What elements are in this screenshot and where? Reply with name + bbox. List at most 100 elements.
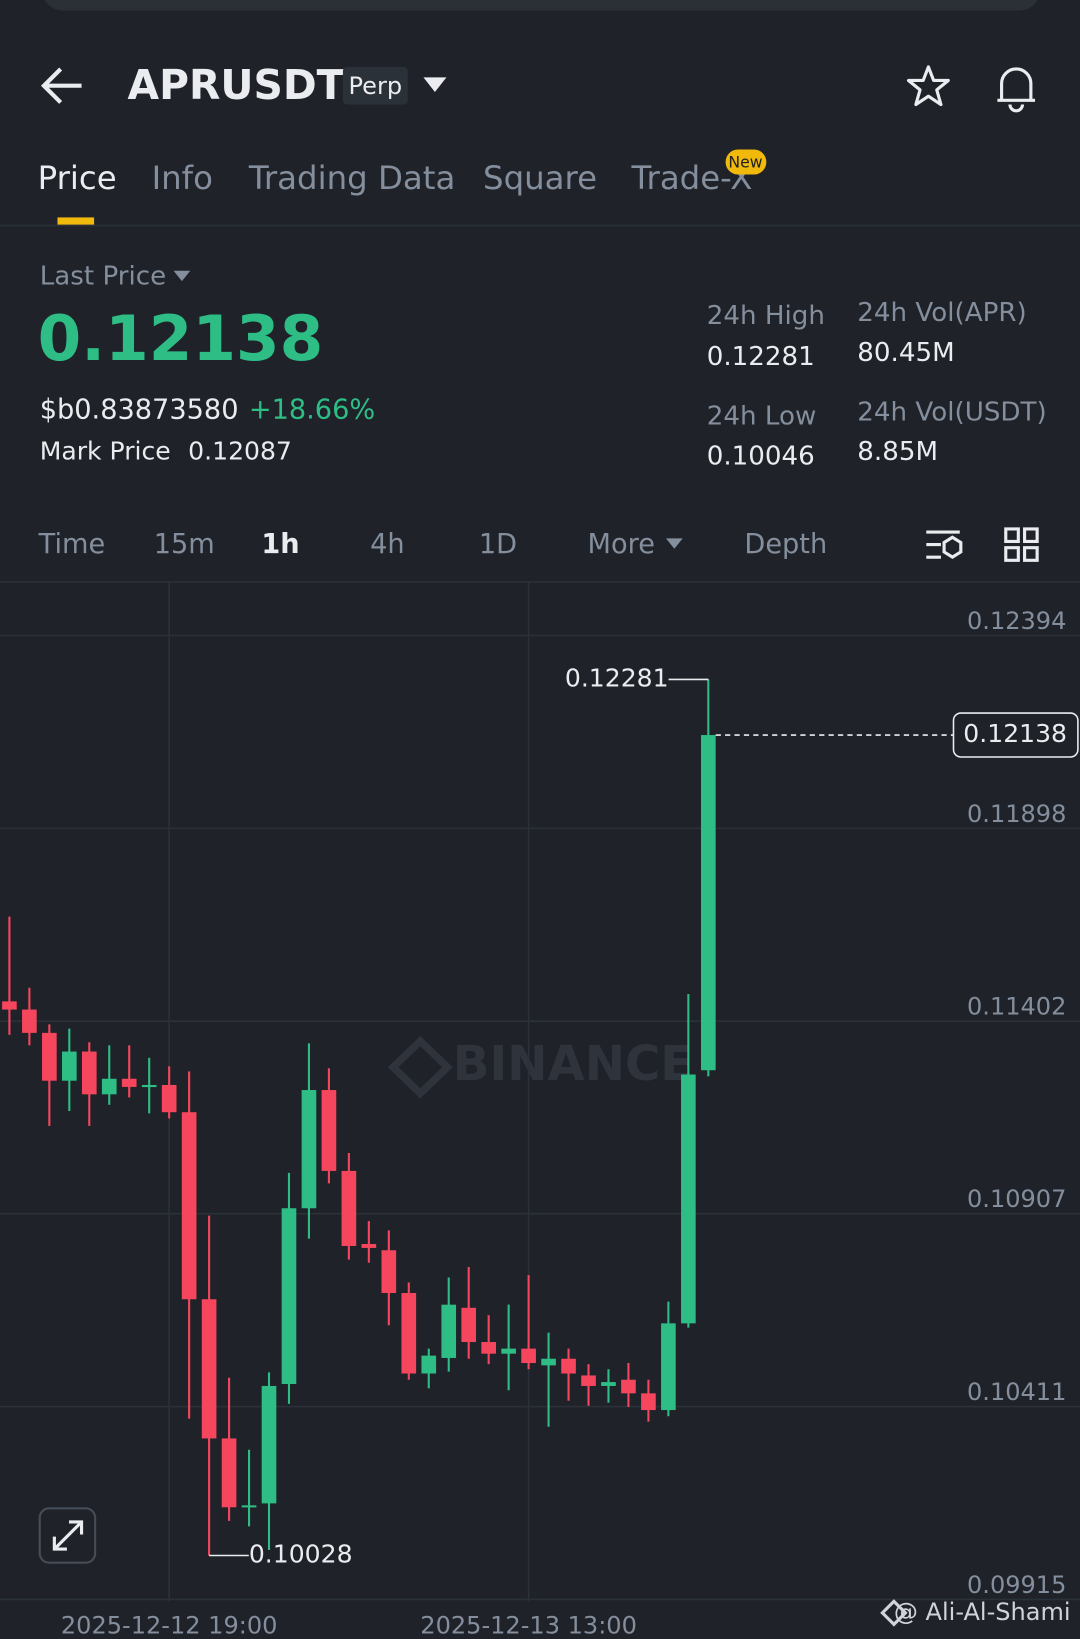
interval[interactable]: Depth (744, 529, 827, 560)
tab[interactable]: Trading Data (248, 159, 456, 197)
interval[interactable]: 4h (370, 529, 405, 560)
stat-label: 24h Vol(USDT) (857, 397, 1046, 427)
stat-value: 0.12281 (707, 342, 815, 372)
y-tick-label: 0.11402 (967, 993, 1066, 1021)
candle-body (461, 1307, 477, 1343)
candle-body (221, 1438, 237, 1508)
high-label: 0.12281 (565, 663, 669, 692)
last-price-tag (952, 712, 1079, 758)
alert-button[interactable] (997, 67, 1036, 113)
candle-body (261, 1385, 277, 1504)
favorite-button[interactable] (906, 65, 950, 107)
fullscreen-button[interactable] (38, 1507, 97, 1564)
candle-body (521, 1348, 536, 1364)
x-tick-label: 2025-12-13 13:00 (420, 1611, 637, 1639)
interval[interactable]: 1D (479, 529, 517, 560)
candle-body (42, 1032, 57, 1081)
stat-label: 24h Vol(APR) (857, 298, 1026, 328)
usd-price: $b0.83873580 (40, 394, 239, 425)
stat-value: 8.85M (857, 437, 938, 467)
candle-body (101, 1078, 117, 1095)
interval[interactable]: Time (38, 529, 106, 560)
dropdown-icon (665, 538, 683, 549)
candle-body (81, 1051, 97, 1095)
x-tick-label: 2025-12-12 19:00 (61, 1611, 278, 1639)
divider (0, 224, 1080, 227)
tab[interactable]: Price (38, 159, 117, 197)
tab-indicator (57, 217, 95, 225)
candle-body (281, 1208, 297, 1385)
mark-price: 0.12087 (188, 437, 292, 466)
candle-body (161, 1084, 177, 1113)
candle-body (581, 1375, 596, 1386)
y-tick-label: 0.10411 (967, 1378, 1066, 1406)
y-tick-label: 0.11898 (967, 800, 1066, 828)
candle-body (621, 1379, 636, 1394)
stat-value: 80.45M (857, 338, 954, 368)
indicator-icon (942, 535, 963, 559)
divider (0, 581, 1080, 583)
credit: @ Ali-Al-Shami (894, 1598, 1071, 1626)
symbol: APRUSDT (128, 61, 345, 109)
candle-body (22, 1009, 37, 1033)
indicator-button[interactable] (926, 530, 960, 559)
layout-button[interactable] (1004, 527, 1039, 562)
low-label: 0.10028 (249, 1539, 353, 1568)
candle-body (541, 1358, 556, 1366)
candle-body (421, 1355, 437, 1374)
interval[interactable]: 1h (261, 529, 299, 560)
y-tick-label: 0.12394 (967, 607, 1066, 635)
interval[interactable]: 15m (154, 529, 215, 560)
last-price-label[interactable]: Last Price (40, 262, 166, 292)
candle-body (401, 1293, 417, 1374)
y-tick-label: 0.10907 (967, 1185, 1066, 1213)
candle-body (561, 1358, 576, 1374)
tab[interactable]: Square (483, 159, 597, 197)
candle-body (601, 1382, 616, 1386)
candle-body (121, 1078, 137, 1087)
dropdown-icon (173, 270, 191, 282)
last-price: 0.12138 (38, 302, 324, 375)
candle-body (661, 1323, 676, 1411)
chart: BINANCE 2025-12-12 19:00 2025-12-13 13:00 0… (0, 582, 1080, 1639)
candle-body (701, 735, 716, 1071)
stat-label: 24h Low (707, 402, 817, 432)
candle-body (301, 1090, 317, 1209)
candle-body (341, 1170, 357, 1246)
price-change: +18.66% (249, 394, 375, 425)
fullscreen-icon (52, 1520, 84, 1551)
candle-body (681, 1074, 696, 1324)
candle-body (361, 1244, 377, 1248)
new-badge-text: New (728, 153, 762, 172)
status-bar (44, 0, 1038, 11)
candle-body (481, 1342, 496, 1354)
candle-body (241, 1505, 257, 1508)
mark-price-label: Mark Price (40, 437, 171, 466)
contract: Perp (349, 72, 403, 100)
candle-body (141, 1084, 157, 1088)
tab[interactable]: Info (152, 159, 213, 197)
last-price-label: 0.12138 (963, 719, 1067, 748)
back-button[interactable] (40, 67, 82, 104)
candle-body (441, 1304, 457, 1358)
candle-body (641, 1393, 656, 1411)
stat-value: 0.10046 (707, 441, 815, 471)
y-tick-label: 0.09915 (967, 1571, 1066, 1599)
candle-body (61, 1051, 77, 1081)
interval[interactable]: More (588, 529, 655, 560)
contract-badge (342, 66, 408, 105)
candle-body (201, 1299, 217, 1439)
symbol-dropdown[interactable] (423, 77, 447, 92)
candle-body (381, 1250, 397, 1294)
watermark: BINANCE (453, 1036, 693, 1092)
stat-label: 24h High (707, 301, 825, 331)
candle-body (321, 1090, 337, 1171)
watermark-logo (387, 1036, 453, 1099)
candle-body (501, 1348, 516, 1354)
candle-body (181, 1112, 197, 1300)
candle-body (2, 1001, 17, 1010)
credit-logo (880, 1599, 908, 1627)
